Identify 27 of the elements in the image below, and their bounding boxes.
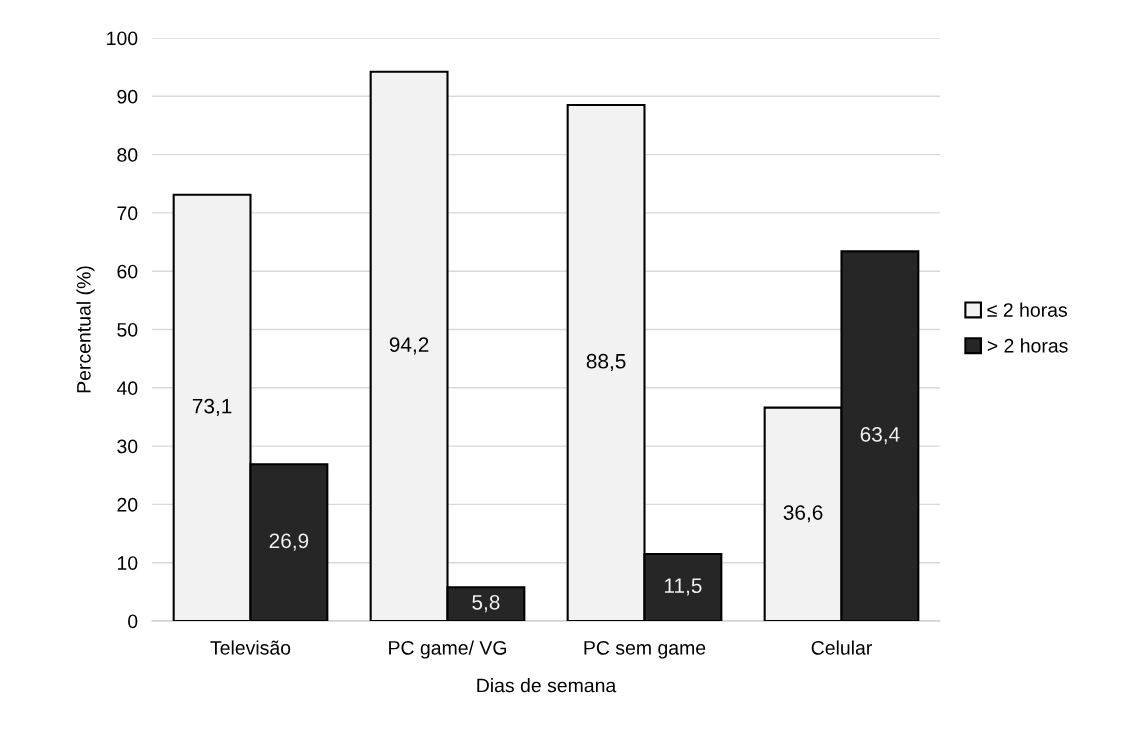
data-label: 36,6 [783, 505, 823, 523]
y-tick-label: 60 [117, 264, 138, 279]
data-label: 26,9 [269, 533, 309, 551]
legend-label: > 2 horas [987, 338, 1068, 353]
x-tick-label: PC game/ VG [389, 640, 507, 659]
data-label: 88,5 [586, 353, 626, 372]
y-tick-label: 80 [117, 148, 138, 162]
y-tick-label: 0 [128, 614, 138, 629]
legend-label: ≤ 2 horas [987, 302, 1067, 317]
y-tick-label: 20 [117, 497, 138, 512]
x-axis-title: Dias de semana [477, 678, 617, 693]
y-tick-label: 100 [107, 31, 138, 46]
y-axis-title: Percentual (%) [76, 266, 95, 393]
y-tick-label: 40 [116, 381, 138, 396]
data-label: 63,4 [860, 427, 900, 445]
y-tick-label: 50 [117, 322, 138, 337]
y-tick-label: 10 [117, 556, 138, 570]
y-tick-label: 30 [117, 439, 138, 454]
y-tick-label: 90 [117, 89, 138, 104]
data-label: 11,5 [665, 578, 702, 596]
x-tick-label: Celular [811, 640, 872, 655]
x-tick-label: Televisão [210, 640, 291, 655]
data-label: 73,1 [192, 398, 232, 416]
data-label: 94,2 [389, 337, 429, 355]
data-label: 5,8 [472, 594, 500, 613]
y-tick-label: 70 [117, 206, 138, 221]
x-tick-label: PC sem game [584, 640, 706, 659]
